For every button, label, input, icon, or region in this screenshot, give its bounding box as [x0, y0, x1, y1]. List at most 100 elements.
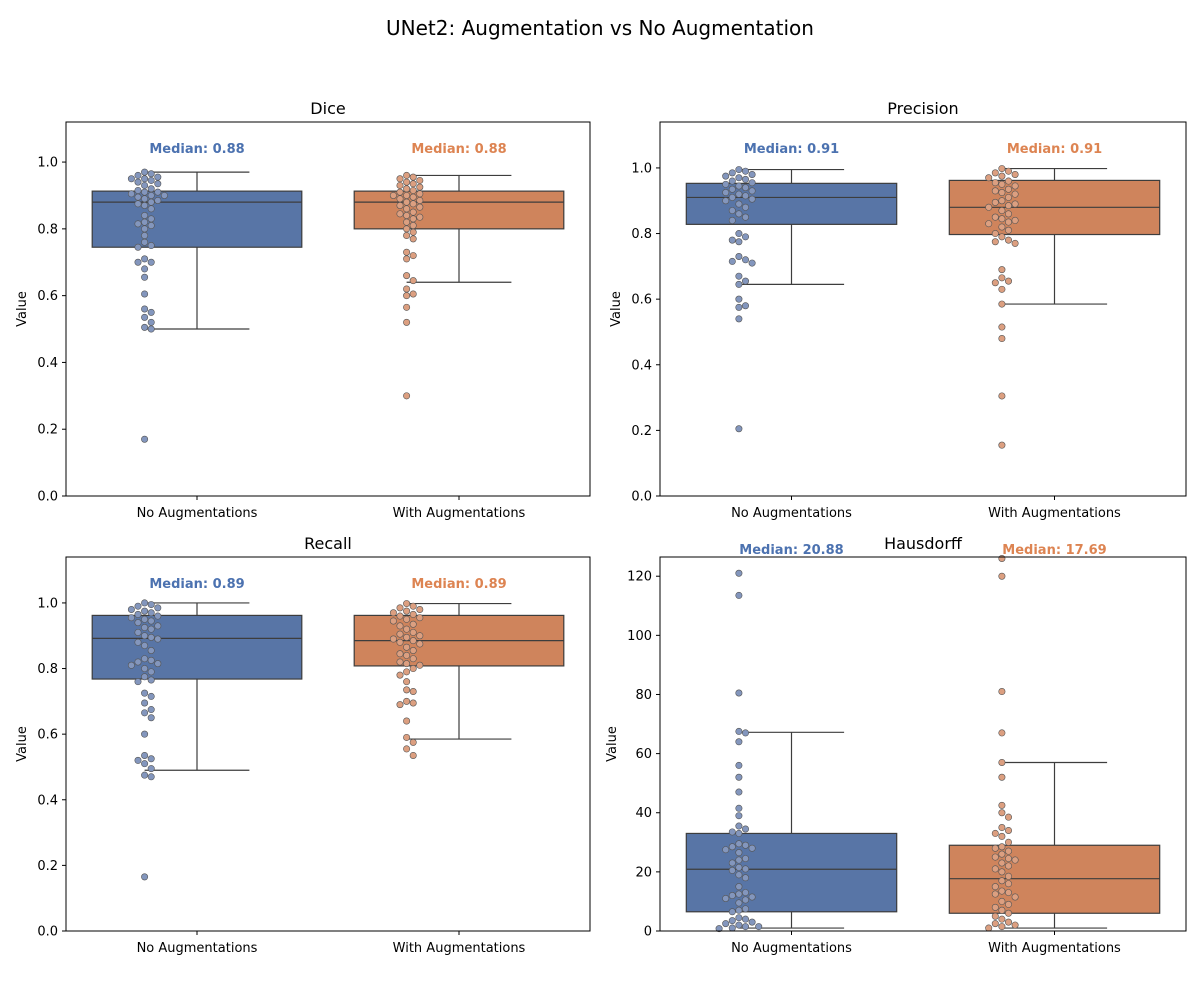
data-point: [735, 182, 743, 190]
data-point: [991, 920, 999, 928]
y-tick-label: 0.4: [37, 793, 58, 808]
data-point: [728, 908, 736, 916]
data-point: [409, 252, 417, 260]
data-point: [403, 171, 411, 179]
data-point: [991, 238, 999, 246]
data-point: [728, 216, 736, 224]
data-point: [735, 899, 743, 907]
data-point: [403, 717, 411, 725]
data-point: [998, 572, 1006, 580]
data-point: [403, 248, 411, 256]
data-point: [998, 824, 1006, 832]
data-point: [1004, 880, 1012, 888]
data-point: [147, 625, 155, 633]
data-point: [735, 166, 743, 174]
data-point: [735, 210, 743, 218]
data-point: [141, 751, 149, 759]
data-point: [154, 660, 162, 668]
data-point: [403, 285, 411, 293]
data-point: [728, 185, 736, 193]
data-point: [1011, 856, 1019, 864]
data-point: [741, 277, 749, 285]
swarm-no-augmentations: [715, 569, 763, 933]
data-point: [748, 179, 756, 187]
data-point: [1011, 239, 1019, 247]
subplot-recall: 0.0 0.2 0.4 0.6 0.8 1.0 No Augmentations With A…: [15, 534, 591, 956]
data-point: [735, 788, 743, 796]
data-point: [141, 305, 149, 313]
data-point: [1011, 170, 1019, 178]
data-point: [409, 235, 417, 243]
data-point: [141, 201, 149, 209]
data-point: [403, 218, 411, 226]
data-point: [741, 729, 749, 737]
data-point: [735, 591, 743, 599]
data-point: [147, 755, 155, 763]
data-point: [127, 605, 135, 613]
data-point: [998, 887, 1006, 895]
data-point: [735, 425, 743, 433]
data-point: [127, 614, 135, 622]
data-point: [998, 335, 1006, 343]
data-point: [396, 622, 404, 630]
data-point: [141, 435, 149, 443]
data-point: [134, 602, 142, 610]
data-point: [141, 232, 149, 240]
data-point: [154, 180, 162, 188]
data-point: [728, 236, 736, 244]
data-point: [403, 643, 411, 651]
y-tick-label: 0.6: [37, 728, 58, 743]
data-point: [409, 186, 417, 194]
data-point: [409, 699, 417, 707]
data-point: [998, 207, 1006, 215]
data-point: [741, 175, 749, 183]
data-point: [741, 203, 749, 211]
data-point: [147, 258, 155, 266]
data-point: [998, 729, 1006, 737]
data-point: [735, 812, 743, 820]
swarm-with-augmentations: [389, 600, 424, 759]
data-point: [147, 176, 155, 184]
data-point: [141, 642, 149, 650]
y-tick-label: 1.0: [37, 156, 58, 171]
data-point: [1004, 167, 1012, 175]
data-point: [416, 203, 424, 211]
data-point: [1004, 185, 1012, 193]
data-point: [127, 190, 135, 198]
data-point: [985, 924, 993, 932]
data-point: [147, 646, 155, 654]
subplot-hausdorff: 0 20 40 60 80 100 120 No Augmentations With Augm…: [605, 534, 1187, 956]
data-point: [991, 187, 999, 195]
data-point: [998, 773, 1006, 781]
data-point: [998, 215, 1006, 223]
data-point: [409, 222, 417, 230]
data-point: [154, 635, 162, 643]
data-point: [403, 651, 411, 659]
data-point: [985, 203, 993, 211]
subplot-title: Recall: [304, 534, 352, 553]
data-point: [728, 828, 736, 836]
data-point: [134, 186, 142, 194]
data-point: [735, 238, 743, 246]
axes-frame: [659, 121, 1187, 497]
data-point: [998, 758, 1006, 766]
data-point: [991, 169, 999, 177]
data-point: [141, 181, 149, 189]
data-point: [735, 804, 743, 812]
data-point: [409, 602, 417, 610]
data-point: [403, 678, 411, 686]
data-point: [141, 673, 149, 681]
data-point: [403, 255, 411, 263]
data-point: [141, 273, 149, 281]
box-no-augmentations: [685, 168, 898, 285]
box-no-augmentations: [685, 731, 898, 929]
data-point: [998, 266, 1006, 274]
y-tick-label: 20: [635, 865, 652, 880]
data-point: [998, 165, 1006, 173]
data-point: [147, 325, 155, 333]
data-point: [728, 193, 736, 201]
data-point: [403, 205, 411, 213]
data-point: [147, 170, 155, 178]
x-tick-label: No Augmentations: [731, 941, 852, 956]
